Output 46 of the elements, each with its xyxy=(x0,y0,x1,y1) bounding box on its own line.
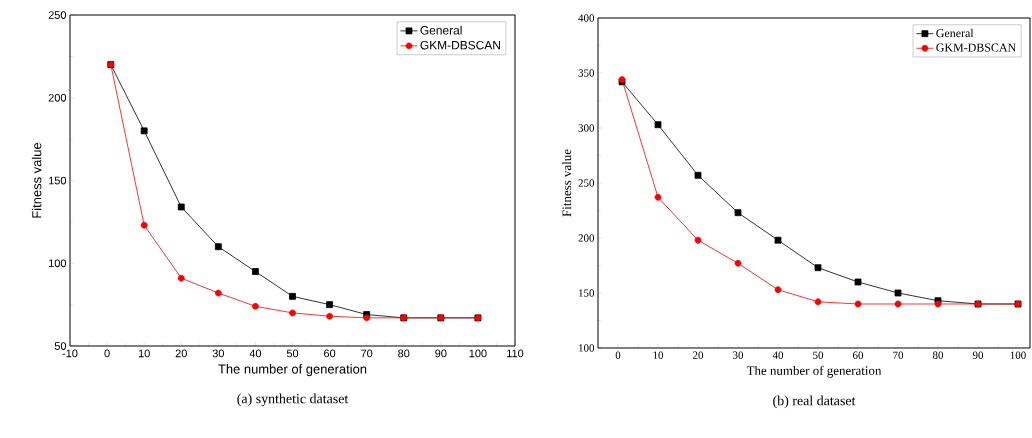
x-tick-label: 90 xyxy=(972,351,984,359)
legend-label: General xyxy=(936,28,974,38)
x-tick-label: 40 xyxy=(249,349,262,358)
legend-label: GKM-DBSCAN xyxy=(936,43,1016,52)
y-tick-label: 200 xyxy=(48,93,67,102)
text: (a) synthetic dataset xyxy=(237,393,349,407)
y-tick-label: 100 xyxy=(49,259,67,268)
x-tick-label: 10 xyxy=(138,349,150,358)
x-tick-label: 10 xyxy=(653,351,664,359)
x-tick-label: 70 xyxy=(361,349,373,358)
legend-label: General xyxy=(420,25,462,35)
y-tick-label: 150 xyxy=(49,176,67,185)
y-tick-label: 150 xyxy=(579,289,595,297)
y-tick-label: 200 xyxy=(578,234,595,242)
y-tick-label: 400 xyxy=(578,14,595,22)
x-tick-label: 0 xyxy=(615,351,621,359)
x-tick-label: 70 xyxy=(893,351,904,359)
y-axis-title: Fitness value xyxy=(31,142,42,218)
x-tick-label: 30 xyxy=(733,351,744,359)
x-tick-label: 30 xyxy=(212,349,224,358)
x-tick-label: 60 xyxy=(324,349,336,358)
x-tick-label: 40 xyxy=(772,351,784,359)
x-tick-label: 50 xyxy=(813,351,824,359)
legend-label: GKM-DBSCAN xyxy=(420,40,500,50)
x-tick-label: 90 xyxy=(435,349,447,358)
x-tick-label: -10 xyxy=(62,349,78,358)
y-tick-label: 250 xyxy=(48,11,67,19)
text: (b) real dataset xyxy=(773,395,856,409)
x-tick-label: 20 xyxy=(175,349,187,358)
x-tick-label: 50 xyxy=(286,349,299,358)
x-tick-label: 60 xyxy=(853,351,864,359)
x-tick-label: 100 xyxy=(469,349,487,358)
y-tick-label: 100 xyxy=(579,344,595,352)
x-tick-label: 100 xyxy=(1010,351,1026,359)
x-tick-label: 0 xyxy=(104,349,110,358)
x-tick-label: 80 xyxy=(932,351,944,359)
y-tick-label: 50 xyxy=(54,342,67,350)
x-tick-label: 110 xyxy=(507,349,524,358)
x-tick-label: 80 xyxy=(398,349,410,358)
y-tick-label: 300 xyxy=(578,124,595,132)
y-axis-title: Fitness value xyxy=(562,149,572,217)
y-tick-label: 350 xyxy=(578,69,595,77)
x-axis-title: The number of generation xyxy=(218,364,367,377)
y-tick-label: 250 xyxy=(578,179,595,187)
x-axis-title: The number of generation xyxy=(746,365,882,378)
x-tick-label: 20 xyxy=(693,351,704,359)
